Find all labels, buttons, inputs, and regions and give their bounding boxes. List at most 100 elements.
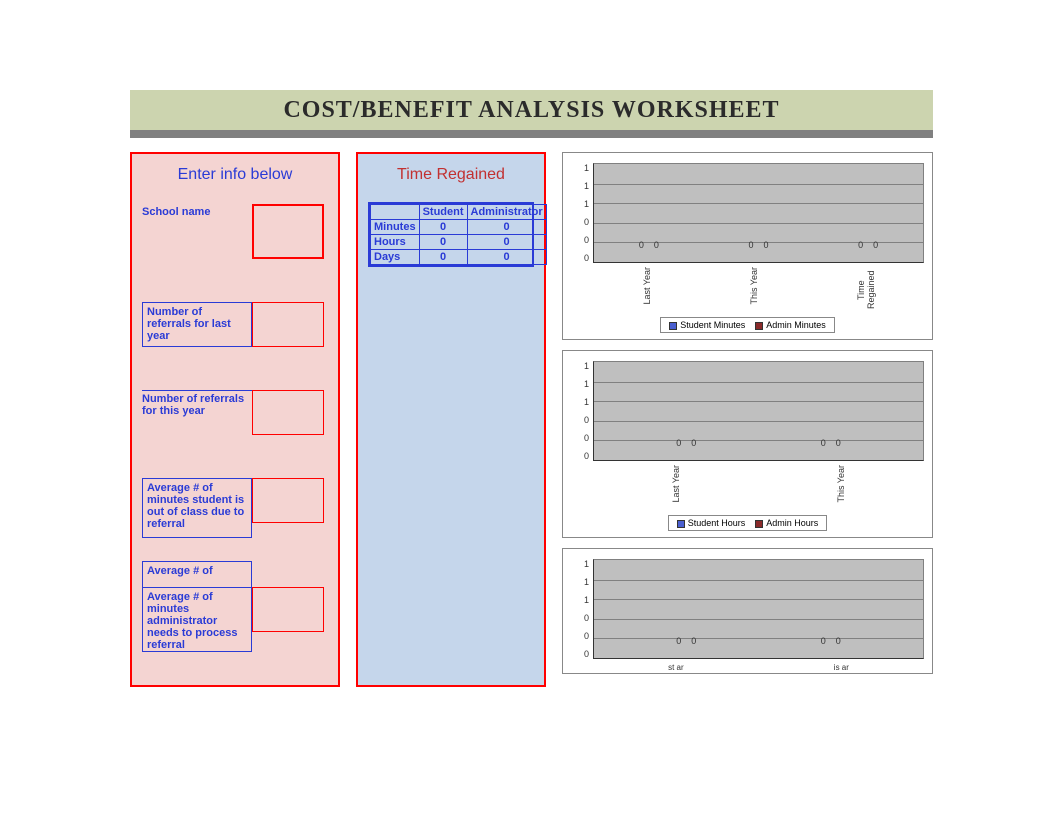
ytick: 0: [584, 433, 589, 443]
col-blank: [371, 205, 420, 220]
legend-label: Admin Hours: [766, 518, 818, 528]
xlabel: Last Year: [642, 267, 652, 305]
y-axis: 1 1 1 0 0 0: [571, 559, 593, 659]
ytick: 1: [584, 577, 589, 587]
xlabel: This Year: [836, 465, 846, 503]
time-regained-title: Time Regained: [368, 166, 534, 184]
val: 0: [873, 240, 878, 250]
xlabel: Last Year: [671, 465, 681, 503]
input-ref-last-year[interactable]: [252, 302, 324, 347]
x-axis: st ar is ar: [593, 659, 924, 673]
y-axis: 1 1 1 0 0 0: [571, 163, 593, 263]
row-minutes-label: Minutes: [371, 220, 420, 235]
label-avg-of: Average # of: [142, 561, 252, 587]
xlabel: Time Regained: [856, 267, 876, 313]
ytick: 0: [584, 631, 589, 641]
label-ref-last-year: Number of referrals for last year: [142, 302, 252, 347]
label-ref-this-year: Number of referrals for this year: [142, 390, 252, 435]
swatch-icon: [755, 520, 763, 528]
chart-minutes: 1 1 1 0 0 0 00 00 00 Last Year Th: [562, 152, 933, 340]
ytick: 0: [584, 235, 589, 245]
input-ref-this-year[interactable]: [252, 390, 324, 435]
chart-plot: 1 1 1 0 0 0 00 00: [571, 559, 924, 659]
time-regained-table: Student Administrator Minutes 0 0 Hours …: [370, 204, 547, 265]
label-avg-student-out: Average # of minutes student is out of c…: [142, 478, 252, 538]
swatch-icon: [669, 322, 677, 330]
col-admin: Administrator: [467, 205, 546, 220]
val: 0: [836, 636, 841, 646]
xlabel: is ar: [834, 663, 849, 672]
val: 0: [639, 240, 644, 250]
field-ref-this-year: Number of referrals for this year: [142, 390, 328, 435]
val: 0: [748, 240, 753, 250]
field-ref-last-year: Number of referrals for last year: [142, 302, 328, 347]
row-days-label: Days: [371, 250, 420, 265]
table-row: Student Administrator: [371, 205, 547, 220]
ytick: 0: [584, 649, 589, 659]
legend-item: Admin Minutes: [755, 320, 826, 330]
ytick: 0: [584, 253, 589, 263]
plot-area: 00 00: [593, 361, 924, 461]
chart-plot: 1 1 1 0 0 0 00 00 00: [571, 163, 924, 263]
chart-hours: 1 1 1 0 0 0 00 00 Last Year This Year: [562, 350, 933, 538]
val: 0: [676, 636, 681, 646]
swatch-icon: [677, 520, 685, 528]
chart-legend: Student Minutes Admin Minutes: [660, 317, 835, 333]
swatch-icon: [755, 322, 763, 330]
y-axis: 1 1 1 0 0 0: [571, 361, 593, 461]
row-hours-label: Hours: [371, 235, 420, 250]
cell-hours-student: 0: [419, 235, 467, 250]
value-labels: 00 00: [594, 438, 923, 448]
chart-legend: Student Hours Admin Hours: [668, 515, 828, 531]
cell-minutes-student: 0: [419, 220, 467, 235]
value-labels: 00 00: [594, 636, 923, 646]
input-school-name[interactable]: [252, 204, 324, 259]
ytick: 1: [584, 379, 589, 389]
val: 0: [836, 438, 841, 448]
legend-label: Admin Minutes: [766, 320, 826, 330]
input-avg-student-out[interactable]: [252, 478, 324, 523]
field-school-name: School name: [142, 204, 328, 259]
val: 0: [858, 240, 863, 250]
ytick: 1: [584, 361, 589, 371]
cell-minutes-admin: 0: [467, 220, 546, 235]
input-panel: Enter info below School name Number of r…: [130, 152, 340, 687]
table-row: Minutes 0 0: [371, 220, 547, 235]
val: 0: [676, 438, 681, 448]
ytick: 1: [584, 181, 589, 191]
xlabel: This Year: [749, 267, 759, 305]
val: 0: [691, 636, 696, 646]
ytick: 0: [584, 415, 589, 425]
cell-days-admin: 0: [467, 250, 546, 265]
val: 0: [691, 438, 696, 448]
val: 0: [654, 240, 659, 250]
cell-hours-admin: 0: [467, 235, 546, 250]
ytick: 1: [584, 595, 589, 605]
ytick: 1: [584, 397, 589, 407]
page-title-text: COST/BENEFIT ANALYSIS WORKSHEET: [283, 97, 779, 124]
table-row: Days 0 0: [371, 250, 547, 265]
x-axis: Last Year This Year Time Regained: [593, 263, 924, 313]
table-row: Hours 0 0: [371, 235, 547, 250]
label-avg-admin-process: Average # of minutes administrator needs…: [142, 587, 252, 652]
legend-item: Admin Hours: [755, 518, 818, 528]
field-avg-of: Average # of: [142, 561, 328, 587]
field-avg-student-out: Average # of minutes student is out of c…: [142, 478, 328, 538]
ytick: 0: [584, 613, 589, 623]
legend-item: Student Minutes: [669, 320, 745, 330]
ytick: 1: [584, 199, 589, 209]
chart-days-partial: 1 1 1 0 0 0 00 00 st ar is ar: [562, 548, 933, 674]
ytick: 0: [584, 451, 589, 461]
ytick: 1: [584, 163, 589, 173]
input-avg-admin-process[interactable]: [252, 587, 324, 632]
ytick: 1: [584, 559, 589, 569]
plot-area: 00 00: [593, 559, 924, 659]
value-labels: 00 00 00: [594, 240, 923, 250]
field-avg-admin-process: Average # of minutes administrator needs…: [142, 587, 328, 652]
val: 0: [821, 438, 826, 448]
chart-column: 1 1 1 0 0 0 00 00 00 Last Year Th: [562, 152, 933, 674]
xlabel: st ar: [668, 663, 684, 672]
label-school-name: School name: [142, 204, 252, 259]
col-student: Student: [419, 205, 467, 220]
legend-item: Student Hours: [677, 518, 746, 528]
